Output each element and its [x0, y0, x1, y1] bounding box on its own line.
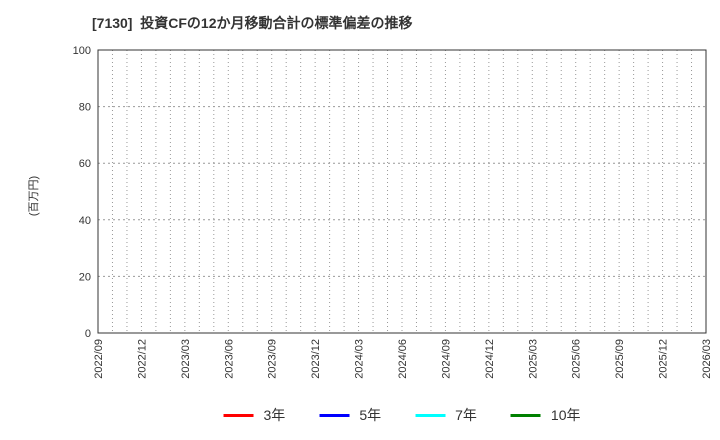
- legend-line-swatch: [415, 413, 446, 417]
- legend-line-swatch: [223, 413, 254, 417]
- legend: 3年 5年 7年 10年: [223, 405, 581, 425]
- x-tick-label: 2023/03: [180, 339, 192, 379]
- legend-item-3年: 3年: [223, 405, 286, 425]
- y-tick-label: 60: [79, 158, 91, 170]
- legend-line-swatch: [510, 413, 541, 417]
- x-tick-label: 2025/12: [658, 339, 670, 379]
- x-tick-label: 2024/12: [484, 339, 496, 379]
- legend-label: 7年: [455, 407, 477, 423]
- chart-title: [7130] 投資CFの12か月移動合計の標準偏差の推移: [92, 15, 413, 31]
- x-tick-label: 2026/03: [701, 339, 713, 379]
- x-tick-label: 2024/06: [397, 339, 409, 379]
- x-tick-label: 2025/09: [614, 339, 626, 379]
- x-tick-label: 2023/09: [267, 339, 279, 379]
- legend-item-7年: 7年: [415, 405, 477, 425]
- y-tick-label: 40: [79, 215, 91, 227]
- x-tick-label: 2023/12: [310, 339, 322, 379]
- legend-label: 3年: [263, 407, 286, 423]
- y-tick-label: 20: [79, 271, 91, 283]
- legend-label: 10年: [550, 407, 581, 423]
- x-tick-label: 2025/03: [527, 339, 539, 379]
- x-tick-label: 2022/12: [136, 339, 148, 379]
- legend-line-swatch: [319, 413, 350, 417]
- y-tick-label: 80: [79, 102, 91, 114]
- legend-label: 5年: [359, 407, 382, 423]
- x-tick-label: 2025/06: [571, 339, 583, 379]
- x-tick-label: 2022/09: [93, 339, 105, 379]
- legend-item-5年: 5年: [319, 405, 381, 425]
- plot-border: [97, 49, 707, 334]
- y-tick-label: 0: [85, 328, 91, 340]
- x-tick-label: 2023/06: [223, 339, 235, 379]
- x-tick-label: 2024/09: [440, 339, 452, 379]
- legend-item-10年: 10年: [510, 405, 581, 425]
- x-tick-label: 2024/03: [354, 339, 366, 379]
- y-tick-label: 100: [73, 45, 91, 57]
